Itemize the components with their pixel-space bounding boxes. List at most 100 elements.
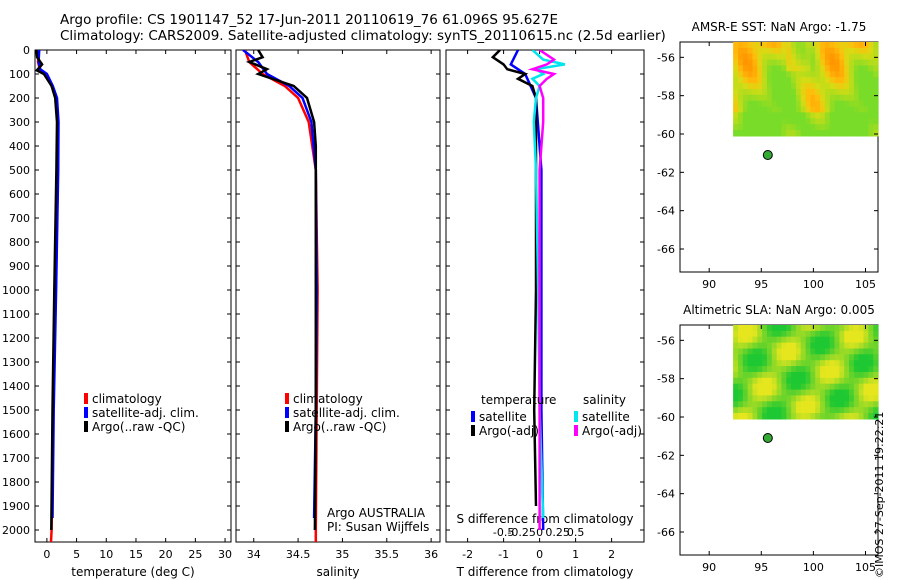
- heat-cell: [786, 372, 792, 379]
- heat-cell: [733, 383, 739, 391]
- heat-cell: [747, 53, 753, 61]
- temperature-frame: [34, 49, 232, 543]
- heat-cell: [844, 360, 850, 367]
- heat-cell: [776, 325, 782, 332]
- heat-cell: [800, 112, 807, 119]
- heat-cell: [766, 83, 773, 90]
- heat-cell: [747, 89, 753, 96]
- heat-cell: [766, 348, 773, 355]
- heat-cell: [752, 71, 758, 78]
- heat-cell: [795, 336, 802, 344]
- heat-cell: [810, 342, 816, 350]
- heat-cell: [786, 360, 792, 367]
- depth-tick-label: 0: [23, 44, 30, 57]
- heat-cell: [829, 42, 836, 49]
- heat-cell: [733, 42, 739, 49]
- heat-cell: [824, 100, 831, 108]
- heat-cell: [834, 413, 840, 420]
- heat-cell: [786, 106, 792, 114]
- legend-swatch: [471, 425, 475, 436]
- heat-cell: [824, 77, 831, 84]
- heat-cell: [873, 372, 879, 379]
- heat-cell: [844, 53, 850, 61]
- heat-cell: [738, 377, 744, 385]
- heat-cell: [873, 407, 879, 414]
- heat-cell: [795, 83, 802, 90]
- heat-cell: [805, 59, 811, 67]
- heat-cell: [733, 348, 739, 355]
- heat-cell: [738, 336, 744, 344]
- heat-cell: [844, 130, 850, 137]
- heat-cell: [849, 407, 855, 414]
- heat-cell: [863, 413, 869, 420]
- heat-cell: [762, 389, 768, 397]
- heat-cell: [752, 336, 758, 344]
- heat-cell: [858, 112, 865, 119]
- heat-cell: [829, 372, 836, 379]
- heat-cell: [810, 395, 816, 402]
- depth-tick-label: 1900: [2, 500, 30, 513]
- heat-cell: [815, 336, 821, 344]
- heat-cell: [849, 124, 855, 131]
- heat-cell: [868, 342, 874, 350]
- heat-cell: [800, 354, 807, 361]
- heat-cell: [810, 407, 816, 414]
- heat-cell: [791, 372, 797, 379]
- heat-cell: [824, 118, 831, 125]
- heat-cell: [858, 83, 865, 90]
- heat-cell: [795, 407, 802, 414]
- heat-cell: [824, 106, 831, 114]
- heat-cell: [762, 407, 768, 414]
- heat-cell: [810, 130, 816, 137]
- heat-cell: [752, 77, 758, 84]
- heat-cell: [762, 348, 768, 355]
- heat-cell: [834, 89, 840, 96]
- heat-cell: [824, 53, 831, 61]
- heat-cell: [800, 372, 807, 379]
- heat-cell: [849, 118, 855, 125]
- heat-cell: [781, 71, 787, 78]
- heat-cell: [800, 47, 807, 55]
- heat-cell: [781, 377, 787, 385]
- heat-cell: [849, 395, 855, 402]
- heat-cell: [762, 377, 768, 385]
- heat-cell: [839, 53, 845, 61]
- heat-cell: [786, 325, 792, 332]
- heat-cell: [810, 354, 816, 361]
- heat-cell: [786, 413, 792, 420]
- legend-swatch: [84, 407, 88, 418]
- heat-cell: [742, 407, 749, 414]
- heat-cell: [771, 106, 778, 114]
- heat-cell: [800, 100, 807, 108]
- series-line: [509, 50, 545, 531]
- legend-swatch: [84, 393, 88, 404]
- heat-cell: [757, 53, 763, 61]
- heat-cell: [820, 47, 826, 55]
- heat-cell: [786, 401, 792, 408]
- heat-cell: [752, 395, 758, 402]
- heat-cell: [844, 407, 850, 414]
- heat-cell: [815, 360, 821, 367]
- heat-cell: [776, 372, 782, 379]
- imos-credit: ©IMOS 27-Sep-2011 19:22:21: [873, 411, 886, 578]
- heat-cell: [839, 330, 845, 338]
- heat-cell: [849, 77, 855, 84]
- x-tick-label: 1: [572, 548, 579, 561]
- heat-cell: [752, 100, 758, 108]
- heat-cell: [863, 118, 869, 125]
- heat-cell: [853, 377, 860, 385]
- heat-cell: [733, 336, 739, 344]
- heat-cell: [834, 366, 840, 373]
- heat-cell: [805, 336, 811, 344]
- heat-cell: [844, 59, 850, 67]
- heat-cell: [815, 59, 821, 67]
- lat-tick-label: -66: [657, 243, 675, 256]
- heat-cell: [781, 407, 787, 414]
- heat-cell: [849, 65, 855, 72]
- heat-cell: [742, 383, 749, 391]
- heat-cell: [824, 377, 831, 385]
- heat-cell: [747, 348, 753, 355]
- heat-cell: [820, 100, 826, 108]
- depth-tick-label: 1600: [2, 428, 30, 441]
- heat-cell: [766, 59, 773, 67]
